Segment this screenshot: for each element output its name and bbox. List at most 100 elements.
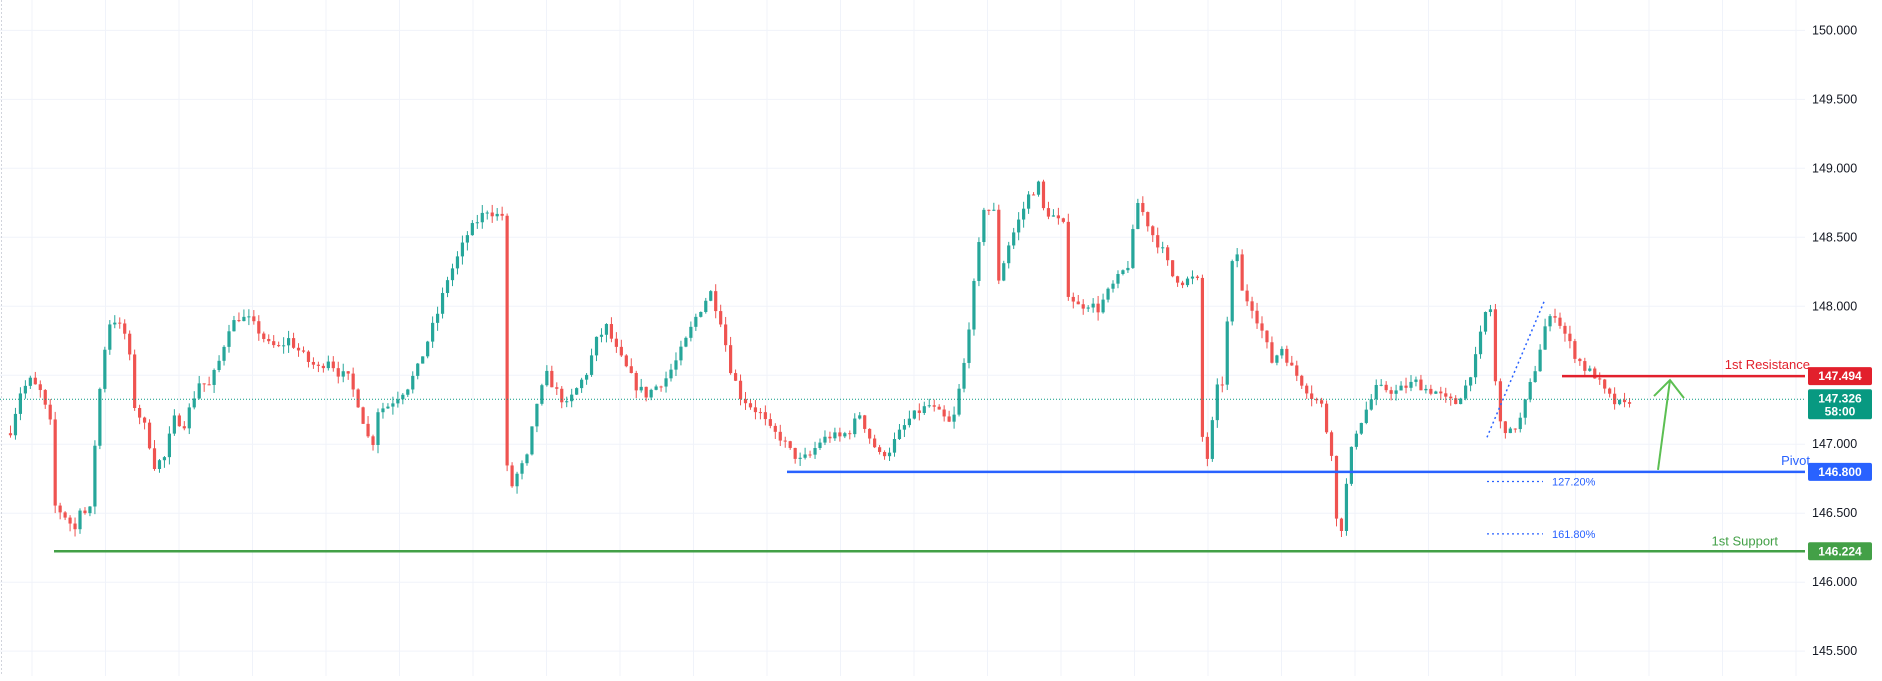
- candle-down: [68, 517, 72, 524]
- candle-up: [967, 329, 971, 363]
- candle-up: [589, 355, 594, 375]
- candle-down: [997, 209, 1001, 281]
- candle-down: [277, 345, 281, 347]
- candle-down: [1305, 385, 1309, 394]
- candle-up: [669, 369, 673, 379]
- candle-up: [1002, 263, 1006, 281]
- candle-up: [535, 403, 539, 427]
- candle-up: [1374, 385, 1378, 400]
- candle-down: [63, 512, 67, 518]
- candle-down: [788, 441, 792, 448]
- candle-down: [1503, 421, 1507, 434]
- candle-down: [614, 338, 618, 347]
- pivot-price-tag-bg: [1808, 462, 1872, 481]
- candle-down: [1141, 203, 1145, 213]
- candle-up: [694, 316, 698, 327]
- candle-down: [152, 448, 157, 469]
- y-tick-label: 146.500: [1812, 506, 1857, 520]
- candle-up: [401, 394, 405, 400]
- candle-up: [1528, 382, 1532, 400]
- candle-down: [257, 321, 261, 334]
- level-lines: 1st Support Pivot 1st Resistance: [0, 357, 1810, 553]
- candle-up: [103, 349, 107, 389]
- y-tick-label: 148.500: [1812, 230, 1857, 244]
- candle-down: [828, 436, 832, 439]
- candle-down: [1265, 330, 1269, 343]
- candle-down: [301, 350, 306, 352]
- candle-up: [480, 212, 484, 223]
- candle-up: [386, 406, 390, 409]
- candle-up: [912, 410, 916, 419]
- candle-up: [858, 415, 862, 419]
- candle-down: [182, 426, 186, 429]
- candle-down: [868, 428, 872, 439]
- candle-up: [833, 432, 837, 439]
- candle-down: [1041, 181, 1046, 209]
- candle-up: [922, 406, 926, 413]
- candle-up: [406, 389, 410, 395]
- candle-down: [560, 388, 564, 403]
- candle-up: [813, 447, 817, 455]
- candle-down: [366, 423, 370, 437]
- candle-down: [505, 215, 509, 466]
- candle-up: [1275, 355, 1279, 363]
- candle-up: [475, 222, 479, 224]
- candle-down: [848, 433, 852, 435]
- candle-up: [570, 394, 574, 402]
- candle-up: [823, 436, 827, 443]
- candle-down: [1076, 301, 1080, 305]
- candle-up: [1473, 354, 1478, 378]
- candle-down: [942, 409, 946, 417]
- candle-down: [267, 338, 271, 342]
- candle-down: [1240, 254, 1244, 291]
- candle-up: [455, 256, 460, 269]
- candle-down: [1444, 393, 1448, 397]
- candle-up: [282, 345, 286, 347]
- candle-down: [773, 425, 777, 432]
- candle-up: [222, 346, 226, 361]
- candle-down: [748, 403, 753, 408]
- candle-up: [341, 371, 345, 377]
- candle-down: [1151, 226, 1155, 236]
- candle-down: [1598, 378, 1602, 380]
- candle-down: [1439, 391, 1443, 394]
- candle-down: [1171, 260, 1175, 277]
- candle-up: [575, 388, 579, 395]
- candle-up: [217, 360, 221, 371]
- arrow-shaft: [1657, 379, 1671, 470]
- candle-up: [450, 268, 455, 281]
- candle-down: [634, 372, 638, 391]
- candle-up: [460, 242, 465, 257]
- candle-down: [33, 377, 37, 385]
- candle-up: [485, 212, 489, 214]
- candle-down: [331, 361, 335, 369]
- candle-down: [1493, 309, 1498, 382]
- candle-up: [639, 386, 643, 391]
- candle-down: [38, 384, 42, 391]
- candle-up: [212, 370, 216, 385]
- candle-up: [381, 408, 385, 413]
- candle-down: [1255, 310, 1259, 324]
- y-tick-label: 147.000: [1812, 437, 1857, 451]
- candle-down: [1200, 277, 1205, 437]
- candle-up: [674, 360, 678, 370]
- candle-down: [609, 324, 614, 339]
- candle-down: [356, 389, 360, 408]
- candle-up: [495, 213, 499, 217]
- candle-up: [1464, 385, 1468, 399]
- candle-down: [1290, 362, 1294, 366]
- candle-up: [23, 385, 27, 394]
- candle-down: [724, 324, 728, 346]
- candle-up: [1518, 417, 1522, 430]
- candle-up: [1478, 331, 1483, 355]
- candle-up: [1394, 390, 1398, 394]
- fib-extension-group: 127.20% 161.80%: [1486, 299, 1596, 541]
- candle-up: [88, 506, 92, 514]
- candle-up: [1434, 391, 1438, 394]
- candle-down: [1046, 208, 1051, 217]
- candle-down: [1324, 403, 1329, 433]
- candle-down: [753, 407, 758, 413]
- candle-up: [187, 407, 191, 429]
